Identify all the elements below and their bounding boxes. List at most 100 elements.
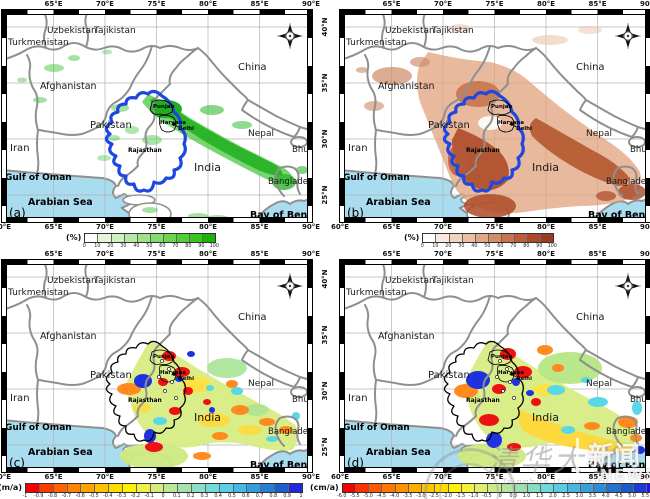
label-nepal: Nepal bbox=[248, 379, 274, 389]
label-gulf-of-oman: Gulf of Oman bbox=[343, 173, 410, 183]
place-labels: Turkmenistan Uzbekistan Tajikistan Afgha… bbox=[343, 276, 650, 471]
lon-label: 70°E bbox=[433, 473, 453, 481]
panel-a: 65°E 70°E 75°E 80°E 85°E 90°E bbox=[0, 0, 320, 250]
colorbar-segments bbox=[24, 483, 303, 493]
label-iran: Iran bbox=[10, 393, 30, 404]
lon-label: 65°E bbox=[44, 0, 63, 8]
lon-label: 85°E bbox=[250, 250, 269, 258]
label-gulf-of-oman: Gulf of Oman bbox=[5, 423, 72, 433]
compass-rose-icon bbox=[615, 273, 641, 299]
label-afghanistan: Afghanistan bbox=[378, 331, 435, 342]
lon-label: 75°E bbox=[147, 223, 166, 231]
label-bhutan: Bhutan bbox=[292, 395, 312, 405]
lon-label: 90°E bbox=[639, 223, 650, 231]
label-delhi: Delhi bbox=[516, 126, 532, 132]
label-iran: Iran bbox=[348, 393, 368, 404]
longitude-axis-bottom: 60°E 65°E 70°E 75°E 80°E 85°E 90°E bbox=[331, 473, 650, 483]
label-haryana: Haryana bbox=[160, 120, 186, 126]
label-bay-of-bengal: Bay of Bengal bbox=[250, 460, 312, 471]
colorbar-unit-label: (%) bbox=[66, 233, 82, 242]
basin-outline-blue bbox=[442, 89, 525, 193]
basin-outline-black bbox=[443, 340, 524, 442]
label-tajikistan: Tajikistan bbox=[93, 276, 136, 286]
label-nepal: Nepal bbox=[248, 129, 274, 139]
label-uzbekistan: Uzbekistan bbox=[385, 276, 435, 286]
label-china: China bbox=[238, 62, 267, 73]
lon-label: 90°E bbox=[639, 473, 650, 481]
sea-regions bbox=[2, 168, 312, 222]
lon-label: 90°E bbox=[301, 223, 321, 231]
lon-label: 90°E bbox=[639, 250, 650, 258]
label-bay-of-bengal: Bay of Bengal bbox=[250, 210, 312, 221]
label-arabian-sea: Arabian Sea bbox=[366, 447, 431, 458]
longitude-axis-top: 65°E 70°E 75°E 80°E 85°E 90°E bbox=[2, 0, 320, 10]
map-canvas: Turkmenistan Uzbekistan Tajikistan Afgha… bbox=[340, 10, 650, 222]
label-bhutan: Bhutan bbox=[630, 145, 650, 155]
lon-label: 60°E bbox=[0, 473, 12, 481]
lat-label: 30°N bbox=[321, 381, 329, 401]
lat-label: 35°N bbox=[321, 325, 329, 345]
label-arabian-sea: Arabian Sea bbox=[28, 447, 93, 458]
country-borders bbox=[2, 261, 312, 447]
lon-label: 90°E bbox=[301, 250, 321, 258]
label-china: China bbox=[238, 312, 267, 323]
label-arabian-sea: Arabian Sea bbox=[366, 197, 431, 208]
place-labels: Turkmenistan Uzbekistan Tajikistan Afgha… bbox=[343, 26, 650, 221]
lat-label: 25°N bbox=[321, 437, 329, 457]
panel-d: 65°E 70°E 75°E 80°E 85°E 90°E bbox=[310, 250, 650, 499]
lon-label: 75°E bbox=[147, 473, 166, 481]
label-nepal: Nepal bbox=[586, 129, 612, 139]
basin-outline-black bbox=[105, 340, 186, 442]
map-frame: Turkmenistan Uzbekistan Tajikistan Afgha… bbox=[2, 10, 312, 222]
lon-label: 75°E bbox=[485, 250, 504, 258]
label-haryana: Haryana bbox=[498, 120, 524, 126]
label-nepal: Nepal bbox=[586, 379, 612, 389]
longitude-axis-top: 65°E 70°E 75°E 80°E 85°E 90°E bbox=[2, 250, 320, 260]
lon-label: 70°E bbox=[95, 473, 115, 481]
label-pakistan: Pakistan bbox=[428, 120, 470, 131]
label-china: China bbox=[576, 62, 605, 73]
label-tajikistan: Tajikistan bbox=[431, 276, 474, 286]
lon-label: 75°E bbox=[147, 250, 166, 258]
well-site-markers bbox=[157, 359, 178, 400]
label-pakistan: Pakistan bbox=[428, 370, 470, 381]
lon-label: 65°E bbox=[44, 223, 63, 231]
colorbar-unit-label: (%) bbox=[404, 233, 420, 242]
label-haryana: Haryana bbox=[498, 370, 524, 376]
longitude-axis-bottom: 60°E 65°E 70°E 75°E 80°E 85°E 90°E bbox=[331, 223, 650, 233]
lon-label: 80°E bbox=[198, 223, 218, 231]
colorbar: (cm/a) -6.0 -5.5 -5.0 -4.5 -4.0 -3.5 -3.0 -2.5-… bbox=[310, 483, 650, 499]
label-punjab: Punjab bbox=[153, 354, 174, 360]
lat-label: 25°N bbox=[321, 185, 329, 205]
longitude-axis-top: 65°E 70°E 75°E 80°E 85°E 90°E bbox=[340, 0, 650, 10]
label-punjab: Punjab bbox=[491, 104, 512, 110]
lon-label: 85°E bbox=[588, 223, 607, 231]
state-boundaries bbox=[149, 99, 179, 133]
map-frame: Turkmenistan Uzbekistan Tajikistan Afgha… bbox=[340, 10, 650, 222]
lon-label: 90°E bbox=[301, 473, 321, 481]
map-canvas: Turkmenistan Uzbekistan Tajikistan Afgha… bbox=[2, 260, 312, 472]
lon-label: 90°E bbox=[301, 0, 321, 8]
panel-letter: (d) bbox=[347, 456, 364, 470]
colorbar-ticks: -1 -0.9 -0.8 -0.7 -0.6 -0.5 -0.4 -0.3 -0.2 -0.1 0 0… bbox=[22, 494, 303, 499]
label-rajasthan: Rajasthan bbox=[466, 147, 500, 154]
label-gulf-of-oman: Gulf of Oman bbox=[5, 173, 72, 183]
lon-label: 75°E bbox=[147, 0, 166, 8]
label-bhutan: Bhutan bbox=[292, 145, 312, 155]
label-bhutan: Bhutan bbox=[630, 395, 650, 405]
label-punjab: Punjab bbox=[491, 354, 512, 360]
label-rajasthan: Rajasthan bbox=[466, 397, 500, 404]
compass-rose-icon bbox=[277, 273, 303, 299]
label-rajasthan: Rajasthan bbox=[128, 147, 162, 154]
bay-of-bengal-shape bbox=[590, 196, 650, 222]
lon-label: 80°E bbox=[198, 473, 218, 481]
compass-rose-icon bbox=[277, 23, 303, 49]
label-afghanistan: Afghanistan bbox=[40, 331, 97, 342]
colorbar: (%) 0 10 20 30 40 50 60 70 80 90 100 bbox=[66, 233, 219, 250]
arabian-sea-shape bbox=[340, 168, 483, 222]
colorbar-unit-label: (m/a) bbox=[0, 483, 22, 492]
label-gulf-of-oman: Gulf of Oman bbox=[343, 423, 410, 433]
lon-label: 75°E bbox=[485, 0, 504, 8]
lon-label: 70°E bbox=[433, 223, 453, 231]
lon-label: 80°E bbox=[536, 473, 556, 481]
